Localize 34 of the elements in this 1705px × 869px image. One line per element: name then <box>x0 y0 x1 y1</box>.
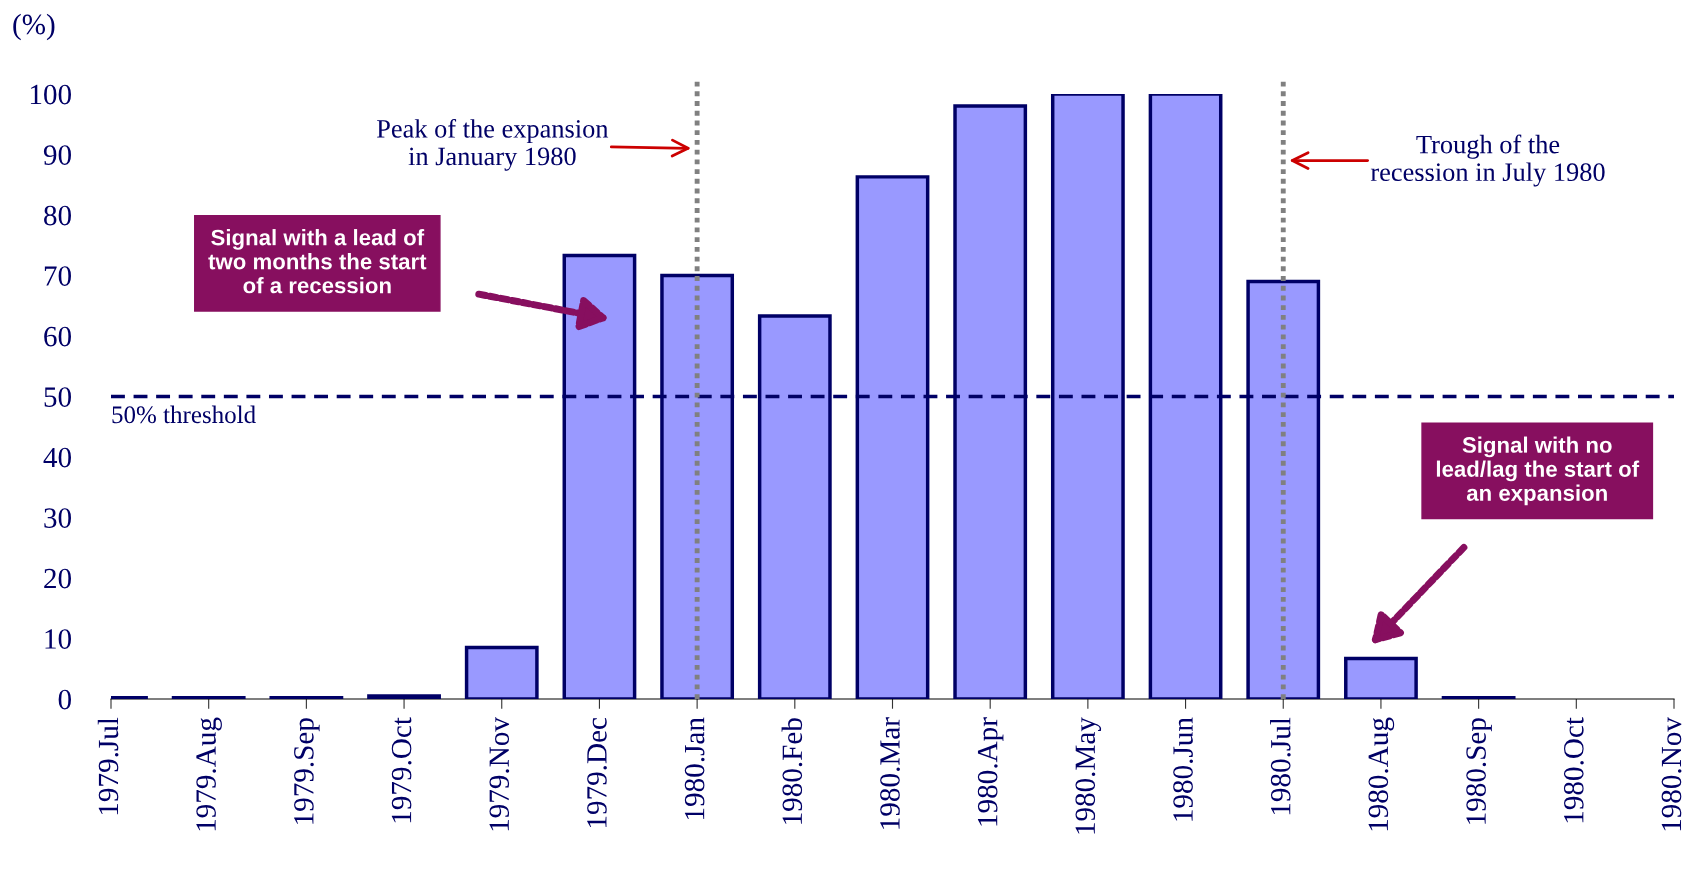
ref-line-label: 50% threshold <box>112 405 256 424</box>
x-tick-label: 1979.Dec <box>587 717 607 828</box>
x-tick-label: 1980.Nov <box>1661 717 1682 831</box>
x-tick-label: 1980.Jan <box>684 717 705 819</box>
annotation: Trough of the recession in July 1980 <box>1370 134 1605 187</box>
x-tick-label: 1980.Jun <box>1173 717 1193 821</box>
x-tick-label: 1980.May <box>1075 717 1102 834</box>
x-tick-label: 1979.Jul <box>97 717 119 815</box>
y-tick-label: 100 <box>30 84 71 105</box>
y-tick-label: 90 <box>43 145 71 165</box>
y-tick-label: 70 <box>44 266 71 286</box>
y-tick-label: 30 <box>44 508 71 528</box>
annotation: Signal with no lead/lag the start of an expansion <box>1436 436 1640 506</box>
x-tick-label: 1979.Aug <box>196 717 222 831</box>
y-tick-label: 50 <box>44 387 71 407</box>
y-tick-label: 0 <box>58 689 71 710</box>
x-tick-label: 1979.Oct <box>391 717 412 823</box>
y-tick-label: 80 <box>44 205 71 226</box>
x-tick-label: 1980.Jul <box>1270 717 1291 815</box>
x-tick-label: 1980.Oct <box>1563 717 1584 823</box>
x-tick-label: 1980.Apr <box>977 717 1004 826</box>
annotation: Signal with a lead of two months the start of a recession <box>208 229 427 294</box>
y-axis-title: (%) <box>13 13 55 41</box>
y-tick-label: 60 <box>44 326 71 347</box>
x-tick-label: 1979.Nov <box>489 717 510 831</box>
annotation: Peak of the expansion in January 1980 <box>376 118 609 171</box>
y-tick-label: 20 <box>44 568 71 589</box>
x-tick-label: 1980.Aug <box>1368 717 1395 831</box>
y-tick-label: 10 <box>45 629 71 649</box>
y-tick-label: 40 <box>43 447 71 468</box>
x-tick-label: 1980.Sep <box>1466 718 1492 824</box>
x-tick-label: 1980.Mar <box>880 717 900 829</box>
x-tick-label: 1979.Sep <box>294 718 320 824</box>
x-tick-label: 1980.Feb <box>781 718 803 824</box>
